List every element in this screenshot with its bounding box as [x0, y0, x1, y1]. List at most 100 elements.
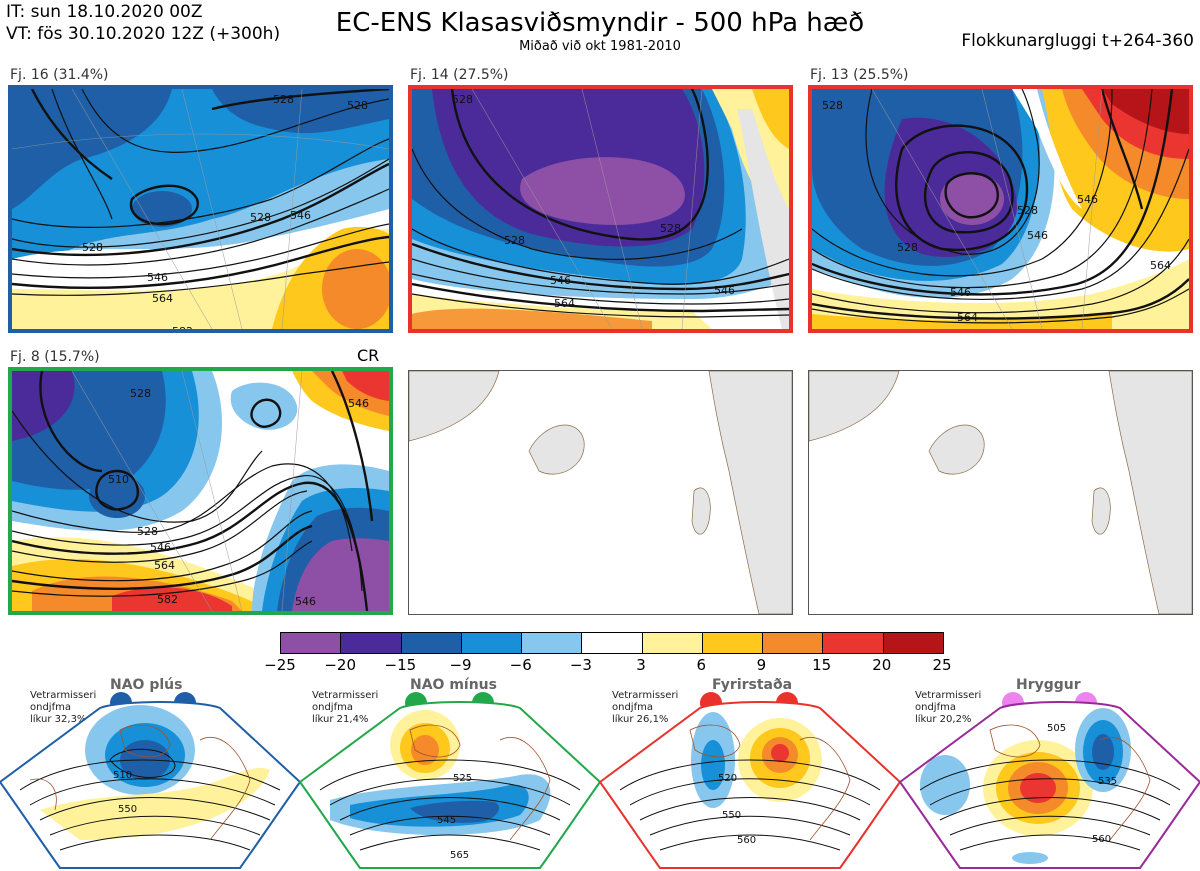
contour-label: 528: [822, 99, 843, 112]
colorbar-tick-label: 15: [812, 656, 832, 674]
regime-1-note: Vetrarmisseri ondjfma líkur 32,3%: [30, 690, 96, 726]
anomaly-map: 528 528 528 546 546 564: [412, 89, 789, 329]
colorbar-tick-label: −15: [384, 656, 417, 674]
panel-3-label: Fj. 13 (25.5%): [810, 67, 909, 83]
map-panel-cluster-8: 528 510 528 546 564 582 546 546: [8, 367, 393, 615]
contour-label: 528: [250, 211, 271, 224]
contour-label: 528: [1017, 204, 1038, 217]
empty-map-panel: [808, 370, 1193, 615]
panel-2-label: Fj. 14 (27.5%): [410, 67, 509, 83]
contour-label: 560: [1092, 834, 1111, 845]
contour-label: 564: [554, 297, 575, 310]
contour-label: 546: [1077, 193, 1098, 206]
anomaly-map: 528 528 528 528 546 546 564 582: [12, 89, 389, 329]
contour-label: 546: [290, 209, 311, 222]
note-line: Vetrarmisseri: [312, 690, 379, 701]
contour-label: 525: [453, 773, 472, 784]
contour-label: 564: [152, 292, 173, 305]
note-line: ondjfma: [312, 702, 353, 713]
contour-label: 528: [660, 222, 681, 235]
note-line: líkur 26,1%: [612, 714, 669, 725]
map-panel-cluster-13: 528 528 528 546 546 546 564 564: [808, 85, 1193, 333]
page-title: EC-ENS Klasasviðsmyndir - 500 hPa hæð: [335, 8, 865, 38]
note-line: ondjfma: [30, 702, 71, 713]
initial-time: IT: sun 18.10.2020 00Z: [6, 2, 203, 22]
colorbar-swatch: [823, 633, 884, 653]
regime-3-title: Fyrirstaða: [712, 677, 793, 693]
colorbar-swatch: [281, 633, 342, 653]
colorbar-tick-label: 25: [932, 656, 952, 674]
regime-1-map: [0, 702, 300, 868]
colorbar-swatch: [642, 633, 703, 653]
colorbar: [280, 632, 944, 654]
colorbar-swatch: [883, 633, 943, 653]
contour-label: 560: [737, 835, 756, 846]
colorbar-swatch: [401, 633, 462, 653]
colorbar-swatch: [461, 633, 523, 653]
contour-label: 546: [550, 274, 571, 287]
colorbar-swatch: [763, 633, 824, 653]
contour-label: 546: [348, 397, 369, 410]
regime-3-note: Vetrarmisseri ondjfma líkur 26,1%: [612, 690, 678, 726]
colorbar-swatch: [341, 633, 402, 653]
contour-label: 528: [347, 99, 368, 112]
contour-label: 565: [450, 850, 469, 861]
contour-label: 546: [147, 271, 168, 284]
contour-label: 564: [1150, 259, 1171, 272]
contour-label: 528: [897, 241, 918, 254]
colorbar-tick-label: −20: [324, 656, 356, 674]
colorbar-tick-label: −9: [449, 656, 472, 674]
note-line: Vetrarmisseri: [612, 690, 679, 701]
note-line: Vetrarmisseri: [915, 690, 982, 701]
valid-time: VT: fös 30.10.2020 12Z (+300h): [6, 24, 281, 44]
contour-label: 528: [130, 387, 151, 400]
contour-label: 520: [718, 773, 737, 784]
contour-label: 545: [437, 815, 456, 826]
contour-label: 546: [295, 595, 316, 608]
regime-4-note: Vetrarmisseri ondjfma líkur 20,2%: [915, 690, 981, 726]
note-line: ondjfma: [915, 702, 956, 713]
colorbar-tick-label: 3: [636, 656, 646, 674]
panel-1-label: Fj. 16 (31.4%): [10, 67, 109, 83]
map-panel-cluster-14: 528 528 528 546 546 564: [408, 85, 793, 333]
note-line: líkur 21,4%: [312, 714, 369, 725]
anomaly-map: 528 510 528 546 564 582 546 546: [12, 371, 389, 611]
coastline-map: [808, 370, 1193, 615]
colorbar-tick-label: 6: [696, 656, 707, 674]
colorbar-swatch: [522, 633, 583, 653]
contour-label: 535: [1098, 776, 1117, 787]
regime-2-note: Vetrarmisseri ondjfma líkur 21,4%: [312, 690, 378, 726]
contour-label: 546: [714, 284, 735, 297]
contour-label: 510: [113, 770, 132, 781]
panel-4-tag: CR: [357, 346, 380, 365]
note-line: Vetrarmisseri: [30, 690, 97, 701]
map-panel-cluster-16: 528 528 528 528 546 546 564 582: [8, 85, 393, 333]
colorbar-tick-label: −25: [264, 656, 296, 674]
colorbar-tick-label: 20: [872, 656, 892, 674]
contour-label: 550: [118, 804, 137, 815]
classification-window: Flokkunargluggi t+264-360: [961, 31, 1194, 51]
regime-2-title: NAO mínus: [410, 677, 497, 693]
colorbar-tick-label: 9: [756, 656, 767, 674]
contour-label: 528: [452, 93, 473, 106]
contour-label: 564: [154, 559, 175, 572]
panel-4-label: Fj. 8 (15.7%): [10, 349, 100, 365]
empty-map-panel: [408, 370, 793, 615]
contour-label: 546: [950, 286, 971, 299]
regime-1-title: NAO plús: [110, 677, 183, 693]
note-line: líkur 20,2%: [915, 714, 972, 725]
regime-2-map: [300, 702, 600, 868]
note-line: líkur 32,3%: [30, 714, 87, 725]
contour-label: 528: [504, 234, 525, 247]
regime-maps: 510 550 525 545 565: [0, 701, 1200, 869]
colorbar-tick-label: −6: [509, 656, 532, 674]
contour-label: 528: [137, 525, 158, 538]
contour-label: 546: [1027, 229, 1048, 242]
contour-label: 582: [172, 325, 193, 329]
colorbar-tick-label: −3: [569, 656, 592, 674]
page-subtitle: Miðað við okt 1981-2010: [519, 39, 681, 54]
anomaly-map: 528 528 528 546 546 546 564 564: [812, 89, 1189, 329]
contour-label: 505: [1047, 723, 1066, 734]
regime-4-title: Hryggur: [1016, 677, 1081, 693]
regime-4-map: [900, 702, 1200, 868]
